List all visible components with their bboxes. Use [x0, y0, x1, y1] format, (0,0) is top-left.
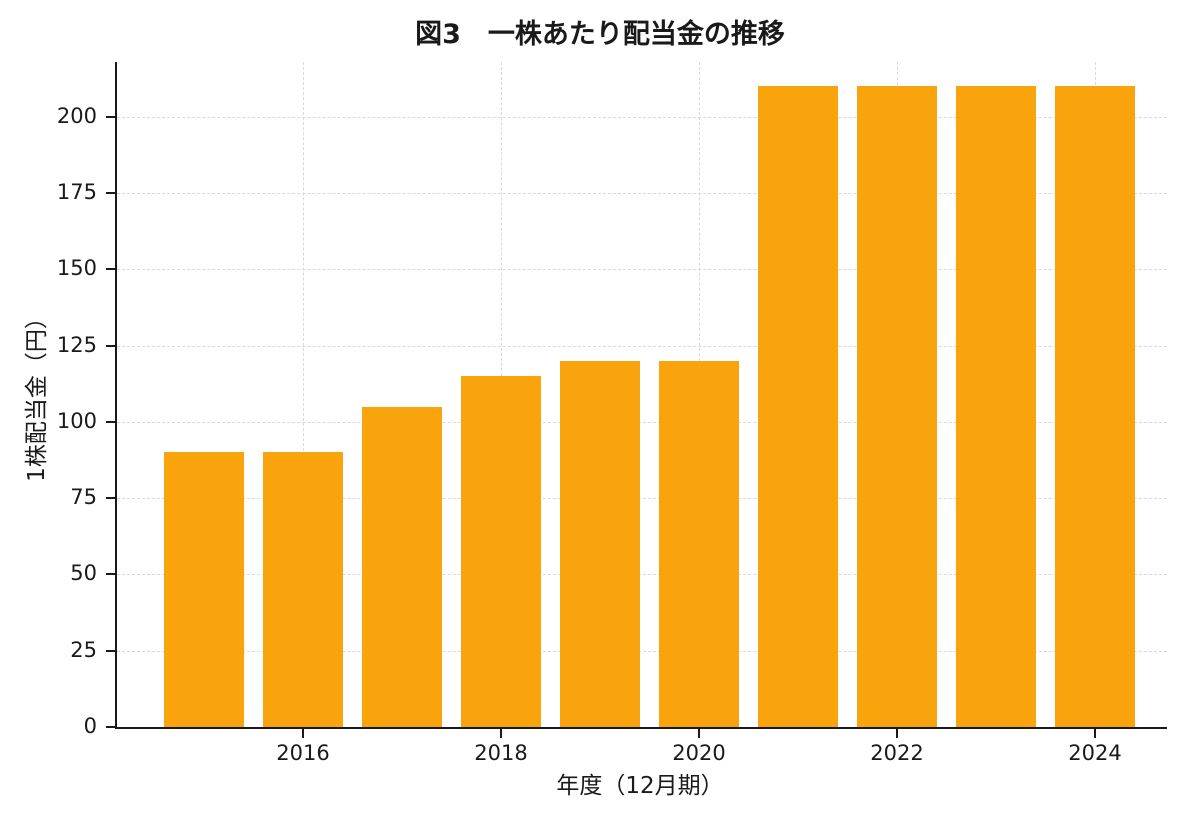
y-tick-mark — [106, 344, 115, 347]
x-gridline — [303, 62, 304, 727]
chart-title: 図3 一株あたり配当金の推移 — [415, 19, 785, 50]
x-tick-mark — [1094, 729, 1096, 738]
y-gridline — [117, 650, 1167, 652]
y-tick-mark — [106, 268, 115, 271]
y-gridline — [117, 421, 1167, 423]
x-tick-mark — [896, 729, 898, 738]
y-tick-mark — [106, 649, 115, 652]
x-tick-mark — [698, 729, 700, 738]
x-tick-label: 2020 — [672, 741, 726, 765]
x-tick-label: 2022 — [870, 741, 924, 765]
bar-2023 — [956, 86, 1036, 727]
y-tick-mark — [106, 115, 115, 118]
x-tick-label: 2024 — [1068, 741, 1122, 765]
y-gridline — [117, 193, 1167, 195]
bar-2015 — [164, 452, 244, 727]
x-axis-label: 年度（12月期） — [556, 773, 724, 799]
x-tick-mark — [500, 729, 502, 738]
bar-2019 — [560, 360, 640, 727]
bar-2021 — [758, 86, 838, 727]
bar-2017 — [362, 406, 442, 727]
y-tick-mark — [106, 192, 115, 195]
x-tick-mark — [302, 729, 304, 738]
y-tick-label: 125 — [56, 332, 97, 357]
y-tick-label: 75 — [70, 485, 97, 510]
x-tick-label: 2016 — [276, 741, 330, 765]
y-gridline — [117, 269, 1167, 271]
bar-2022 — [857, 86, 937, 727]
bar-2016 — [263, 452, 343, 727]
y-gridline — [117, 116, 1167, 118]
y-tick-mark — [106, 420, 115, 423]
bar-2018 — [461, 376, 541, 727]
y-axis-label: 1株配当金（円） — [24, 306, 50, 482]
y-tick-label: 25 — [70, 637, 97, 662]
y-gridline — [117, 574, 1167, 576]
y-gridline — [117, 498, 1167, 500]
y-tick-mark — [106, 497, 115, 500]
y-tick-label: 175 — [56, 180, 97, 205]
y-tick-label: 50 — [70, 561, 97, 586]
x-tick-label: 2018 — [474, 741, 528, 765]
y-tick-label: 0 — [83, 714, 97, 738]
bar-2020 — [659, 360, 739, 727]
y-tick-label: 150 — [56, 256, 97, 281]
y-tick-mark — [106, 573, 115, 576]
bar-2024 — [1055, 86, 1135, 727]
plot-area: 0 25 50 75 100 125 150 175 200 2016 2018 2020 2022 20… — [57, 62, 1167, 764]
y-tick-mark — [106, 726, 115, 728]
y-tick-label: 200 — [56, 103, 97, 128]
y-tick-label: 100 — [56, 408, 97, 433]
y-gridline — [117, 345, 1167, 347]
